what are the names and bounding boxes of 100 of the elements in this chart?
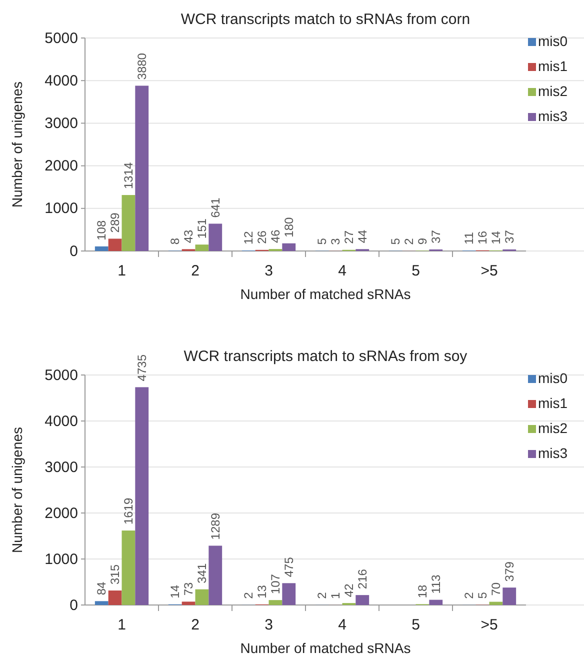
- x-axis-title: Number of matched sRNAs: [240, 640, 411, 656]
- x-tick-label: 3: [264, 262, 273, 280]
- bar: [208, 546, 222, 605]
- y-tick-label: 0: [70, 596, 78, 614]
- data-label: 289: [108, 212, 122, 233]
- data-label: 216: [355, 568, 370, 590]
- data-label: 46: [268, 229, 282, 244]
- bar: [108, 238, 122, 251]
- bar: [195, 589, 209, 605]
- y-tick-label: 4000: [44, 72, 78, 90]
- data-label: 1619: [121, 498, 136, 525]
- data-label: 4735: [134, 354, 149, 382]
- x-tick-label: 4: [338, 262, 346, 280]
- x-axis-title: Number of matched sRNAs: [240, 286, 411, 302]
- data-label: 151: [194, 218, 209, 239]
- chart-title: WCR transcripts match to sRNAs from corn: [180, 11, 470, 28]
- bar: [282, 243, 296, 251]
- data-label: 315: [108, 564, 122, 585]
- data-label: 43: [182, 229, 196, 244]
- bar: [94, 246, 108, 251]
- data-label: 11: [462, 232, 476, 245]
- bar: [489, 602, 503, 605]
- data-label: 341: [194, 562, 209, 584]
- y-tick-label: 3000: [44, 115, 78, 132]
- y-tick-label: 2000: [44, 504, 78, 522]
- bar: [268, 600, 282, 605]
- x-tick-label: >5: [480, 262, 498, 280]
- bar: [502, 588, 516, 605]
- data-label: 16: [476, 230, 490, 244]
- legend-label: mis0: [538, 370, 568, 386]
- x-tick-label: 4: [338, 616, 346, 634]
- y-tick-label: 5000: [44, 30, 78, 47]
- bar: [208, 224, 222, 251]
- y-tick-label: 1000: [44, 550, 78, 568]
- data-label: 18: [415, 584, 430, 598]
- data-label: 108: [94, 220, 109, 240]
- y-tick-label: 0: [70, 242, 78, 260]
- x-tick-label: 1: [118, 616, 126, 634]
- data-label: 27: [342, 230, 356, 244]
- bar: [182, 602, 196, 605]
- data-label: 14: [168, 584, 182, 598]
- y-tick-label: 2000: [44, 158, 78, 175]
- legend-label: mis2: [538, 83, 568, 99]
- data-label: 1: [328, 592, 343, 599]
- data-label: 14: [488, 230, 503, 244]
- bar: [135, 387, 149, 605]
- data-label: 12: [242, 230, 256, 244]
- data-label: 2: [242, 592, 256, 599]
- x-tick-label: 2: [191, 262, 200, 280]
- bar: [122, 530, 136, 605]
- bar: [108, 590, 122, 605]
- data-label: 641: [208, 197, 222, 218]
- data-label: 107: [268, 574, 282, 594]
- data-label: 3: [328, 238, 343, 245]
- data-label: 73: [182, 582, 196, 596]
- data-label: 9: [415, 238, 430, 245]
- data-label: 70: [488, 582, 503, 596]
- bar: [429, 600, 443, 605]
- data-label: 5: [315, 238, 330, 245]
- data-label: 1289: [208, 512, 222, 540]
- data-label: 2: [315, 592, 330, 599]
- legend-label: mis1: [538, 395, 568, 411]
- data-label: 84: [94, 581, 109, 596]
- y-tick-label: 4000: [44, 412, 78, 430]
- legend-label: mis2: [538, 420, 568, 436]
- data-label: 8: [168, 238, 182, 245]
- data-label: 475: [282, 556, 296, 578]
- data-label: 2: [462, 592, 476, 599]
- data-label: 5: [388, 238, 403, 245]
- data-label: 37: [502, 230, 516, 244]
- y-axis-title: Number of unigenes: [9, 81, 25, 208]
- bar: [122, 195, 136, 251]
- data-label: 180: [282, 216, 296, 238]
- legend-label: mis0: [538, 33, 568, 49]
- data-label: 44: [355, 229, 370, 244]
- bar: [356, 595, 370, 605]
- y-axis-title: Number of unigenes: [9, 426, 25, 554]
- data-label: 113: [428, 574, 443, 594]
- bar: [282, 583, 296, 605]
- data-label: 13: [255, 584, 270, 598]
- data-label: 2: [402, 238, 416, 245]
- y-tick-label: 3000: [44, 458, 78, 476]
- x-tick-label: 5: [412, 616, 420, 634]
- legend-label: mis3: [538, 108, 568, 124]
- x-tick-label: 3: [264, 616, 273, 634]
- data-label: 379: [502, 561, 516, 582]
- data-label: 5: [476, 592, 490, 599]
- chart-title: WCR transcripts match to sRNAs from soy: [184, 348, 468, 365]
- y-tick-label: 1000: [44, 200, 78, 218]
- bar: [135, 86, 149, 251]
- data-label: 37: [428, 230, 443, 244]
- data-label: 1314: [121, 162, 136, 190]
- bar: [94, 601, 108, 605]
- legend-label: mis3: [538, 445, 568, 461]
- data-label: 26: [255, 230, 270, 244]
- x-tick-label: 2: [191, 616, 200, 634]
- data-label: 42: [342, 583, 356, 598]
- x-tick-label: 5: [412, 262, 420, 280]
- bar: [195, 244, 209, 251]
- x-tick-label: >5: [480, 616, 498, 634]
